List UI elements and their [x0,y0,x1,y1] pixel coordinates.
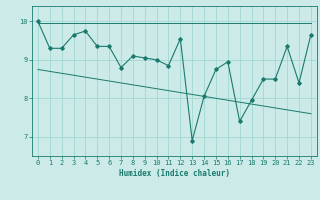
X-axis label: Humidex (Indice chaleur): Humidex (Indice chaleur) [119,169,230,178]
